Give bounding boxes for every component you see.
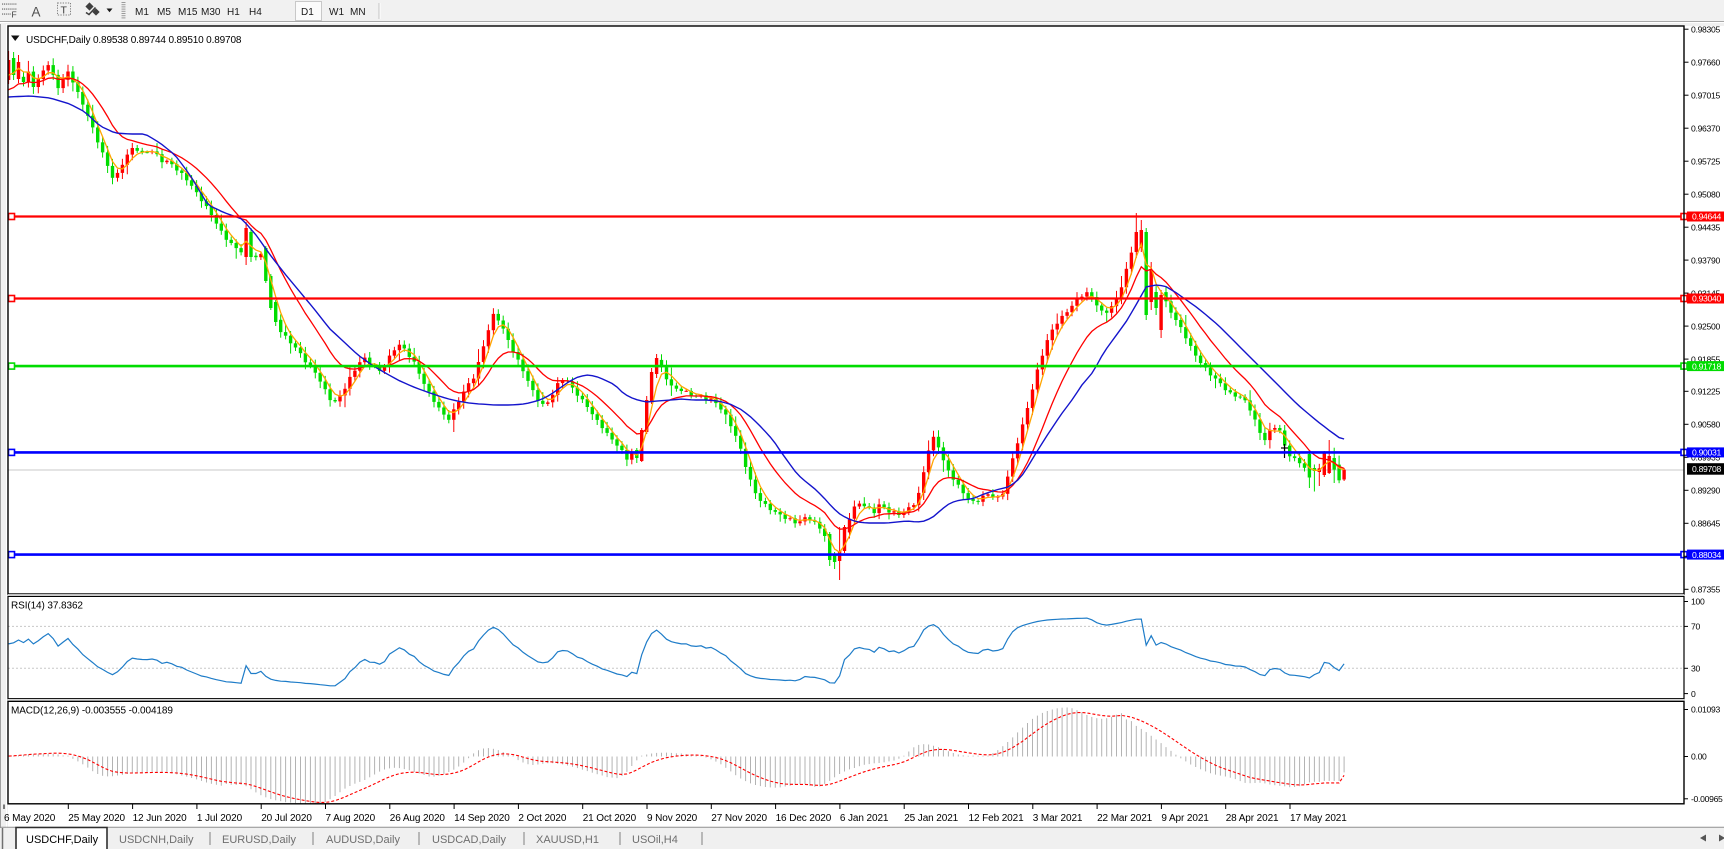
svg-text:0.90031: 0.90031 <box>1692 448 1721 458</box>
svg-text:M1: M1 <box>135 7 149 18</box>
svg-text:27 Nov 2020: 27 Nov 2020 <box>711 813 767 824</box>
svg-text:0.89290: 0.89290 <box>1691 486 1720 496</box>
svg-text:0.94435: 0.94435 <box>1691 222 1720 232</box>
svg-text:0.89935: 0.89935 <box>1691 453 1720 463</box>
svg-text:F: F <box>12 10 17 20</box>
svg-text:12 Jun 2020: 12 Jun 2020 <box>133 813 187 824</box>
svg-text:0.93040: 0.93040 <box>1692 294 1721 304</box>
svg-text:W1: W1 <box>329 7 344 18</box>
svg-text:USDCNH,Daily: USDCNH,Daily <box>119 834 194 846</box>
svg-text:D1: D1 <box>301 7 314 18</box>
svg-text:A: A <box>32 5 41 20</box>
svg-text:-0.00965: -0.00965 <box>1691 794 1723 804</box>
svg-text:0.95725: 0.95725 <box>1691 156 1720 166</box>
svg-text:17 May 2021: 17 May 2021 <box>1290 813 1347 824</box>
svg-text:0.91225: 0.91225 <box>1691 387 1720 397</box>
svg-text:USDCHF,Daily: USDCHF,Daily <box>26 35 90 46</box>
svg-text:30: 30 <box>1691 664 1700 674</box>
svg-text:0.89538 0.89744 0.89510 0.8970: 0.89538 0.89744 0.89510 0.89708 <box>93 35 242 46</box>
svg-text:0.91718: 0.91718 <box>1692 361 1721 371</box>
svg-text:XAUUSD,H1: XAUUSD,H1 <box>536 834 599 846</box>
svg-text:22 Mar 2021: 22 Mar 2021 <box>1097 813 1153 824</box>
svg-text:7 Aug 2020: 7 Aug 2020 <box>326 813 376 824</box>
svg-text:0.90580: 0.90580 <box>1691 420 1720 430</box>
svg-text:0.92500: 0.92500 <box>1691 321 1720 331</box>
svg-text:USDCAD,Daily: USDCAD,Daily <box>432 834 506 846</box>
svg-text:9 Nov 2020: 9 Nov 2020 <box>647 813 698 824</box>
svg-text:0.93790: 0.93790 <box>1691 255 1720 265</box>
svg-text:6 May 2020: 6 May 2020 <box>4 813 56 824</box>
svg-text:H4: H4 <box>249 7 262 18</box>
svg-text:0.88645: 0.88645 <box>1691 519 1720 529</box>
svg-text:0.97015: 0.97015 <box>1691 90 1720 100</box>
svg-text:6 Jan 2021: 6 Jan 2021 <box>840 813 889 824</box>
svg-text:0.89708: 0.89708 <box>1692 464 1721 474</box>
svg-text:9 Apr 2021: 9 Apr 2021 <box>1161 813 1209 824</box>
svg-text:0: 0 <box>1691 689 1696 699</box>
svg-text:70: 70 <box>1691 622 1700 632</box>
svg-text:AUDUSD,Daily: AUDUSD,Daily <box>326 834 400 846</box>
svg-text:T: T <box>61 5 68 17</box>
svg-text:M15: M15 <box>178 7 198 18</box>
svg-text:EURUSD,Daily: EURUSD,Daily <box>222 834 296 846</box>
svg-text:M30: M30 <box>201 7 221 18</box>
svg-text:14 Sep 2020: 14 Sep 2020 <box>454 813 510 824</box>
svg-text:0.98305: 0.98305 <box>1691 24 1720 34</box>
svg-text:0.87355: 0.87355 <box>1691 585 1720 595</box>
svg-text:28 Apr 2021: 28 Apr 2021 <box>1226 813 1279 824</box>
svg-text:RSI(14) 37.8362: RSI(14) 37.8362 <box>11 601 83 612</box>
svg-text:12 Feb 2021: 12 Feb 2021 <box>969 813 1025 824</box>
svg-text:USDCHF,Daily: USDCHF,Daily <box>26 834 99 846</box>
svg-text:0.88034: 0.88034 <box>1692 550 1721 560</box>
svg-text:3 Mar 2021: 3 Mar 2021 <box>1033 813 1083 824</box>
svg-text:0.94644: 0.94644 <box>1692 212 1721 222</box>
svg-text:25 May 2020: 25 May 2020 <box>68 813 125 824</box>
svg-text:0.01093: 0.01093 <box>1691 705 1720 715</box>
svg-text:M5: M5 <box>157 7 171 18</box>
svg-text:0.96370: 0.96370 <box>1691 123 1720 133</box>
svg-text:0.97660: 0.97660 <box>1691 57 1720 67</box>
svg-text:26 Aug 2020: 26 Aug 2020 <box>390 813 446 824</box>
svg-text:1 Jul 2020: 1 Jul 2020 <box>197 813 243 824</box>
svg-text:USOil,H4: USOil,H4 <box>632 834 678 846</box>
svg-text:2 Oct 2020: 2 Oct 2020 <box>518 813 566 824</box>
svg-text:0.91855: 0.91855 <box>1691 354 1720 364</box>
svg-text:0.93145: 0.93145 <box>1691 288 1720 298</box>
svg-text:0.00: 0.00 <box>1691 752 1707 762</box>
svg-text:MN: MN <box>350 7 366 18</box>
svg-text:0.95080: 0.95080 <box>1691 189 1720 199</box>
svg-text:20 Jul 2020: 20 Jul 2020 <box>261 813 312 824</box>
svg-text:21 Oct 2020: 21 Oct 2020 <box>583 813 637 824</box>
svg-text:16 Dec 2020: 16 Dec 2020 <box>776 813 832 824</box>
svg-text:25 Jan 2021: 25 Jan 2021 <box>904 813 958 824</box>
svg-text:MACD(12,26,9) -0.003555 -0.004: MACD(12,26,9) -0.003555 -0.004189 <box>11 706 173 717</box>
svg-text:H1: H1 <box>227 7 240 18</box>
svg-text:100: 100 <box>1691 597 1705 607</box>
